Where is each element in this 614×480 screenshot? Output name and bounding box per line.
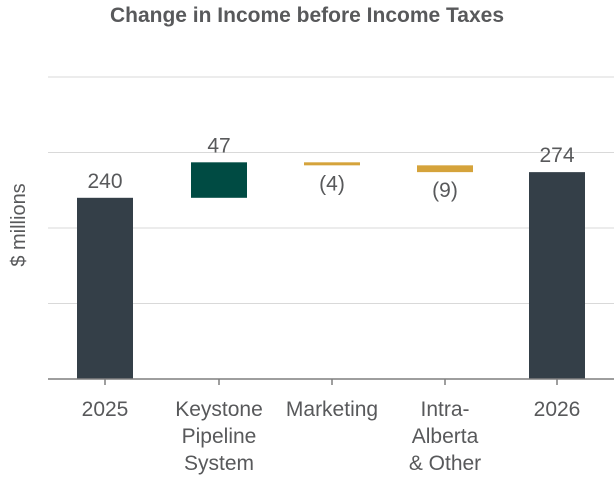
gridlines (48, 76, 614, 304)
data-labels: 240 47 (4) (9) 274 (87, 134, 574, 202)
bar-total (77, 197, 133, 379)
chart-title: Change in Income before Income Taxes (110, 4, 504, 27)
x-tick-label: Marketing (286, 398, 378, 421)
data-label: 47 (207, 134, 230, 157)
data-label: 240 (87, 170, 122, 193)
data-label: 274 (539, 144, 574, 167)
x-tick-label: 2026 (534, 398, 581, 421)
bar-increase (191, 162, 247, 198)
bars (77, 162, 585, 379)
bar-decrease (417, 165, 473, 173)
bar-decrease (304, 162, 360, 166)
x-tick-label: Keystone Pipeline System (175, 398, 263, 475)
bar-total (529, 172, 585, 379)
data-label: (9) (432, 179, 458, 202)
data-label: (4) (319, 172, 345, 195)
y-axis-label: $ millions (8, 183, 30, 266)
x-tick-label: 2025 (82, 398, 129, 421)
x-tick-label: Intra-Alberta & Other (409, 398, 481, 475)
x-axis-ticks: 2025 Keystone Pipeline System Marketing Intra… (82, 379, 581, 475)
